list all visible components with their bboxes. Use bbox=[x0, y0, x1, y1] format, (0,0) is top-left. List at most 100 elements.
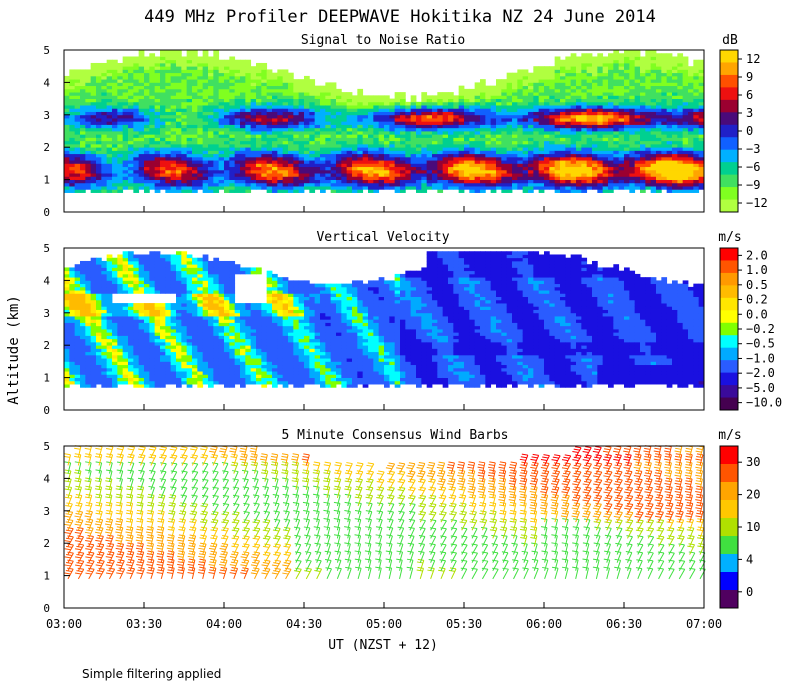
vv-cell bbox=[90, 257, 97, 262]
snr-cell bbox=[357, 88, 364, 93]
snr-cell bbox=[197, 111, 204, 116]
snr-cell bbox=[570, 127, 577, 132]
snr-cell bbox=[693, 62, 700, 67]
snr-cell bbox=[453, 98, 460, 103]
snr-cell bbox=[469, 173, 476, 177]
snr-cell bbox=[362, 186, 369, 190]
snr-cell bbox=[282, 179, 289, 184]
snr-cell bbox=[181, 121, 188, 125]
snr-cell bbox=[202, 150, 209, 155]
vv-cell bbox=[85, 283, 92, 288]
snr-cell bbox=[661, 118, 668, 122]
snr-cell bbox=[682, 88, 689, 93]
snr-cell bbox=[240, 118, 246, 122]
snr-cell bbox=[634, 118, 641, 122]
snr-cell bbox=[64, 111, 70, 116]
snr-cell bbox=[176, 62, 182, 67]
snr-cell bbox=[405, 179, 412, 184]
vv-cell bbox=[69, 361, 76, 366]
vv-cell bbox=[106, 361, 113, 366]
snr-cell bbox=[208, 79, 214, 83]
snr-cell bbox=[160, 140, 166, 145]
snr-cell bbox=[378, 186, 385, 190]
snr-cell bbox=[266, 186, 273, 190]
snr-cell bbox=[186, 108, 193, 112]
vv-cell bbox=[85, 260, 92, 265]
snr-cell bbox=[133, 56, 140, 61]
snr-cell bbox=[170, 160, 177, 164]
y-tick-label: 4 bbox=[43, 76, 50, 89]
snr-cell bbox=[581, 79, 588, 83]
snr-cell bbox=[533, 176, 540, 180]
snr-cell bbox=[149, 95, 156, 99]
snr-cell bbox=[448, 163, 454, 168]
snr-cell bbox=[256, 163, 262, 168]
snr-cell bbox=[144, 75, 150, 80]
vv-cell bbox=[74, 264, 81, 268]
snr-cell bbox=[565, 137, 572, 142]
snr-cell bbox=[597, 101, 604, 106]
snr-cell bbox=[293, 156, 300, 161]
snr-cell bbox=[549, 114, 556, 119]
snr-cell bbox=[554, 140, 561, 145]
colorbar-level-label: −12 bbox=[746, 196, 768, 210]
snr-cell bbox=[213, 108, 220, 112]
snr-cell bbox=[624, 134, 630, 138]
snr-cell bbox=[170, 118, 177, 122]
snr-cell bbox=[517, 166, 524, 171]
snr-cell bbox=[176, 143, 182, 148]
snr-cell bbox=[69, 134, 76, 138]
snr-cell bbox=[576, 127, 582, 132]
snr-cell bbox=[618, 186, 625, 190]
snr-cell bbox=[586, 176, 593, 180]
vv-cell bbox=[90, 371, 97, 375]
snr-cell bbox=[261, 101, 268, 106]
snr-cell bbox=[336, 153, 342, 158]
snr-cell bbox=[618, 111, 625, 116]
snr-cell bbox=[288, 79, 294, 83]
snr-cell bbox=[560, 95, 566, 99]
snr-cell bbox=[197, 95, 204, 99]
snr-cell bbox=[74, 88, 81, 93]
snr-cell bbox=[512, 75, 518, 80]
snr-cell bbox=[640, 62, 646, 67]
snr-cell bbox=[181, 108, 188, 112]
snr-cell bbox=[437, 114, 444, 119]
snr-cell bbox=[176, 153, 182, 158]
snr-cell bbox=[389, 121, 396, 125]
snr-cell bbox=[688, 173, 694, 177]
snr-cell bbox=[474, 137, 481, 142]
snr-cell bbox=[282, 186, 289, 190]
snr-cell bbox=[458, 131, 465, 135]
snr-cell bbox=[229, 98, 236, 103]
snr-cell bbox=[624, 53, 630, 57]
snr-cell bbox=[170, 56, 177, 61]
snr-cell bbox=[181, 105, 188, 109]
vv-cell bbox=[106, 309, 113, 314]
snr-cell bbox=[250, 124, 257, 129]
vv-cell bbox=[80, 306, 86, 310]
snr-cell bbox=[330, 134, 337, 138]
snr-cell bbox=[154, 124, 161, 129]
snr-cell bbox=[629, 176, 636, 180]
snr-cell bbox=[266, 108, 273, 112]
snr-cell bbox=[469, 124, 476, 129]
snr-cell bbox=[528, 147, 534, 151]
snr-cell bbox=[506, 137, 513, 142]
snr-cell bbox=[538, 101, 545, 106]
snr-cell bbox=[85, 114, 92, 119]
snr-cell bbox=[517, 134, 524, 138]
snr-cell bbox=[368, 150, 374, 155]
y-tick-label: 5 bbox=[43, 44, 50, 57]
snr-cell bbox=[160, 176, 166, 180]
snr-cell bbox=[426, 163, 433, 168]
snr-cell bbox=[357, 153, 364, 158]
snr-cell bbox=[474, 150, 481, 155]
snr-cell bbox=[533, 101, 540, 106]
snr-cell bbox=[496, 82, 502, 87]
snr-cell bbox=[618, 140, 625, 145]
vv-cell bbox=[112, 257, 118, 262]
snr-cell bbox=[368, 127, 374, 132]
snr-cell bbox=[394, 95, 401, 99]
snr-cell bbox=[272, 163, 278, 168]
